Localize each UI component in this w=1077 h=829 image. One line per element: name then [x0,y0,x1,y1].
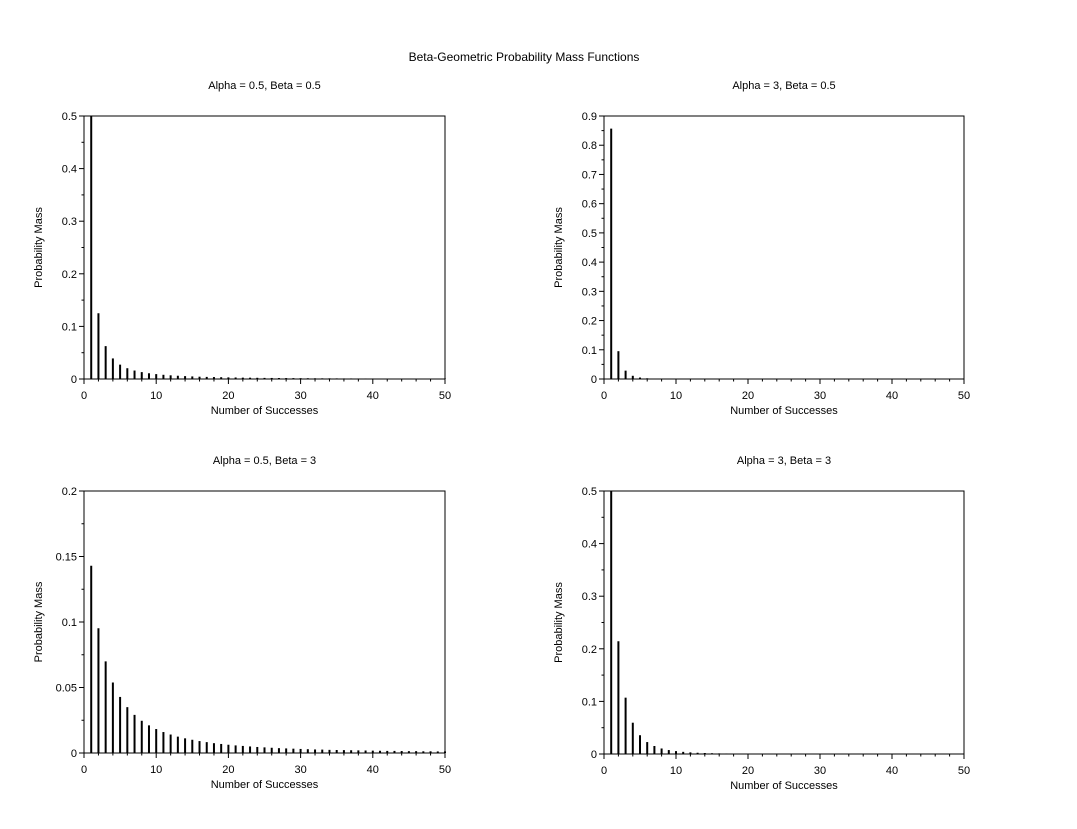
y-tick-label: 0.15 [56,552,77,564]
chart-panel-4: Alpha = 3, Beta = 3 0 10 20 30 40 50 0 0.1 0.2 0.3… [553,455,970,792]
x-tick-label: 20 [742,765,754,777]
y-axis-label: Probability Mass [33,207,45,288]
y-axis-label: Probability Mass [33,581,45,662]
chart-title: Alpha = 0.5, Beta = 0.5 [208,80,321,92]
x-axis-label: Number of Successes [211,779,319,791]
x-tick-label: 10 [670,765,682,777]
plot-frame [83,115,446,380]
y-tick-label: 0.9 [582,111,597,123]
x-tick-label: 10 [150,390,162,402]
bars [610,491,850,754]
x-tick-label: 20 [742,390,754,402]
x-tick-label: 0 [81,390,87,402]
y-tick-label: 0.1 [62,321,77,333]
chart-title: Alpha = 3, Beta = 3 [737,455,831,467]
x-tick-label: 30 [814,765,826,777]
y-tick-label: 0.4 [582,257,597,269]
y-tick-label: 0.1 [582,345,597,357]
y-tick-label: 0 [591,374,597,386]
x-tick-label: 10 [150,764,162,776]
x-tick-label: 50 [958,765,970,777]
x-tick-label: 50 [439,390,451,402]
y-tick-label: 0.4 [582,539,597,551]
y-tick-label: 0.6 [582,199,597,211]
plot-frame [603,490,965,755]
x-tick-label: 30 [814,390,826,402]
y-axis-label: Probability Mass [553,207,565,288]
y-tick-label: 0.2 [582,316,597,328]
chart-panel-3: Alpha = 0.5, Beta = 3 0 10 20 30 40 50 0 0.05 0.1… [33,455,451,791]
y-tick-label: 0.4 [62,164,77,176]
figure-title: Beta-Geometric Probability Mass Function… [409,50,640,64]
x-axis-label: Number of Successes [730,405,838,417]
bars [610,128,706,379]
y-tick-label: 0.7 [582,169,597,181]
plot-frame [83,490,446,754]
x-tick-label: 40 [367,764,379,776]
x-tick-label: 20 [222,390,234,402]
x-tick-label: 40 [886,765,898,777]
y-tick-label: 0.5 [62,111,77,123]
y-tick-label: 0.3 [582,591,597,603]
x-tick-label: 10 [670,390,682,402]
x-tick-label: 30 [294,390,306,402]
y-tick-label: 0.5 [582,228,597,240]
y-tick-label: 0.8 [582,140,597,152]
y-tick-label: 0 [591,749,597,761]
y-axis-label: Probability Mass [553,582,565,663]
x-axis-label: Number of Successes [211,405,319,417]
y-tick-label: 0 [71,748,77,760]
chart-panel-2: Alpha = 3, Beta = 0.5 0 10 20 30 40 50 0 0.1 0.2 0… [553,80,970,417]
y-tick-label: 0.1 [62,617,77,629]
x-tick-label: 30 [294,764,306,776]
x-tick-label: 40 [886,390,898,402]
x-axis-label: Number of Successes [730,780,838,792]
x-tick-label: 20 [222,764,234,776]
plot-frame [603,115,965,380]
y-tick-label: 0.05 [56,683,77,695]
y-tick-label: 0.3 [62,216,77,228]
y-tick-label: 0.2 [62,269,77,281]
chart-title: Alpha = 3, Beta = 0.5 [732,80,835,92]
y-tick-label: 0.2 [62,486,77,498]
x-tick-label: 50 [439,764,451,776]
x-tick-label: 40 [367,390,379,402]
bars [90,116,446,379]
y-tick-label: 0.2 [582,644,597,656]
x-tick-label: 0 [601,390,607,402]
chart-title: Alpha = 0.5, Beta = 3 [213,455,316,467]
chart-panel-1: Alpha = 0.5, Beta = 0.5 0 10 20 30 40 50 0 0.1 0.… [33,80,451,417]
y-tick-label: 0.1 [582,696,597,708]
x-tick-label: 50 [958,390,970,402]
x-tick-label: 0 [601,765,607,777]
y-tick-label: 0 [71,374,77,386]
y-tick-label: 0.3 [582,286,597,298]
y-tick-label: 0.5 [582,486,597,498]
bars [90,565,446,753]
x-tick-label: 0 [81,764,87,776]
